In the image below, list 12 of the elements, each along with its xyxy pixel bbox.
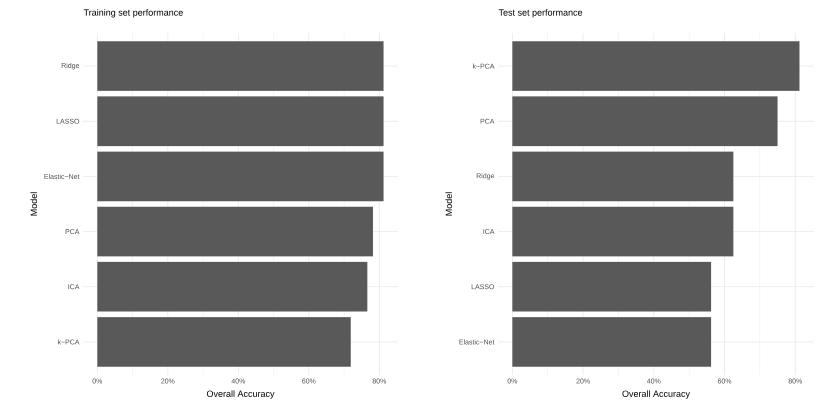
- chart-title: Training set performance: [84, 9, 183, 18]
- x-axis-title: Overall Accuracy: [622, 390, 690, 399]
- x-axis-title: Overall Accuracy: [206, 390, 274, 399]
- chart-title: Test set performance: [498, 9, 582, 18]
- bar: [512, 41, 800, 91]
- bar: [512, 206, 734, 256]
- bar: [512, 96, 778, 146]
- y-axis-title: Model: [30, 192, 38, 216]
- bar: [512, 317, 712, 367]
- bar: [512, 262, 712, 312]
- bar: [512, 152, 734, 202]
- y-axis-title: Model: [445, 192, 452, 216]
